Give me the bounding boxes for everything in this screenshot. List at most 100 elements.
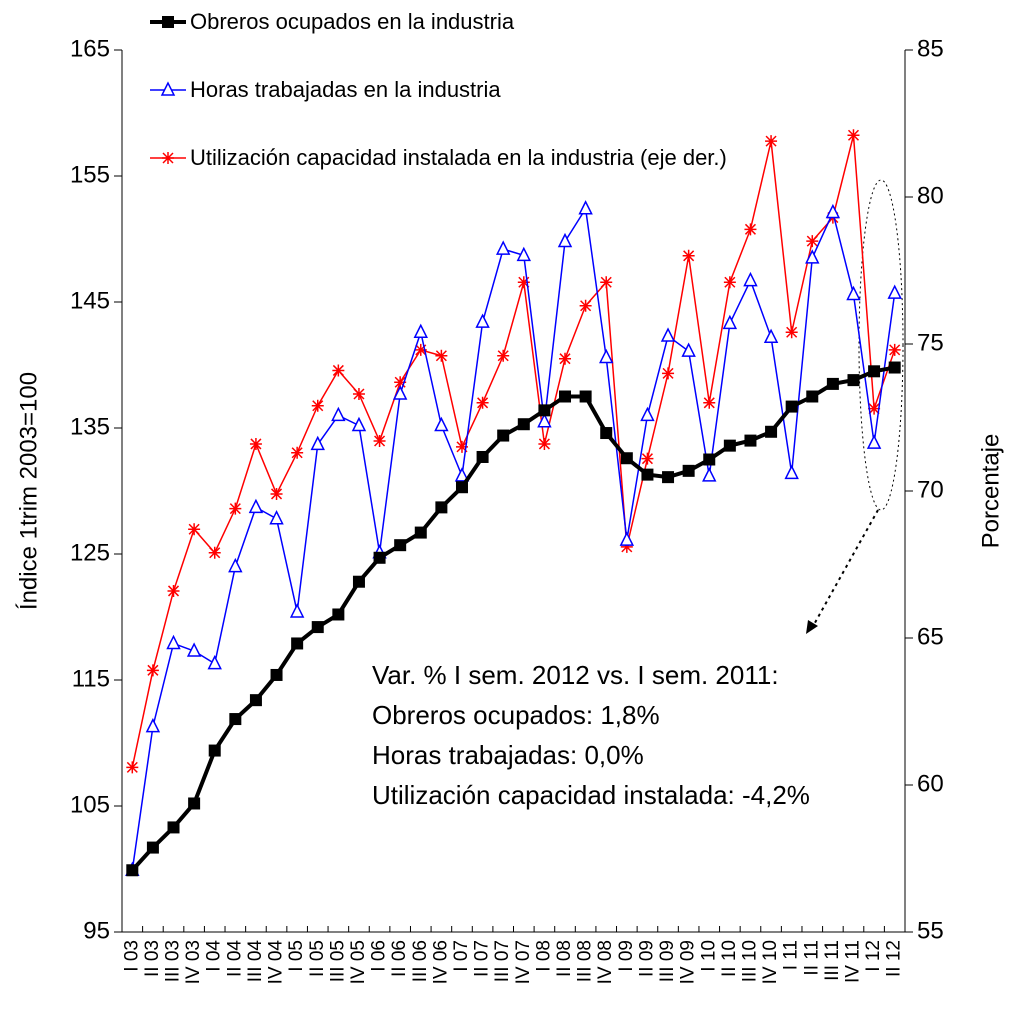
series-line bbox=[131, 135, 896, 768]
x-tick-label: II 08 bbox=[554, 940, 575, 977]
y-tick-label: 115 bbox=[72, 665, 110, 692]
x-tick-label: I 10 bbox=[698, 940, 719, 972]
marker bbox=[579, 390, 592, 403]
marker bbox=[351, 416, 367, 432]
marker bbox=[662, 367, 675, 380]
marker bbox=[289, 603, 305, 618]
arrow-head bbox=[806, 620, 818, 634]
x-tick-label: II 07 bbox=[472, 940, 493, 977]
marker bbox=[702, 467, 717, 482]
y2-tick-label: 75 bbox=[917, 329, 944, 356]
annotation: Obreros ocupados: 1,8% bbox=[372, 700, 660, 730]
marker bbox=[475, 313, 490, 328]
marker bbox=[743, 271, 758, 287]
y2-tick-label: 85 bbox=[917, 35, 944, 62]
x-tick-label: I 07 bbox=[451, 940, 472, 972]
marker bbox=[785, 400, 798, 413]
marker bbox=[744, 223, 757, 236]
marker bbox=[455, 481, 468, 494]
marker bbox=[167, 584, 180, 597]
legend-entry: Obreros ocupados en la industria bbox=[190, 9, 515, 34]
legend-entry: Utilización capacidad instalada en la in… bbox=[190, 145, 727, 170]
x-tick-label: III 07 bbox=[492, 940, 513, 982]
x-tick-label: III 03 bbox=[163, 940, 184, 982]
marker bbox=[784, 464, 799, 480]
marker bbox=[207, 654, 222, 670]
marker bbox=[763, 328, 779, 344]
marker bbox=[599, 348, 614, 364]
marker bbox=[476, 450, 489, 463]
marker bbox=[662, 471, 675, 484]
marker bbox=[600, 427, 613, 440]
marker bbox=[188, 797, 201, 810]
marker bbox=[126, 864, 139, 877]
x-tick-label: I 08 bbox=[533, 940, 554, 972]
marker bbox=[310, 435, 325, 451]
arrow bbox=[811, 509, 879, 629]
marker bbox=[703, 396, 716, 409]
marker bbox=[146, 841, 159, 854]
annotation: Utilización capacidad instalada: -4,2% bbox=[372, 780, 810, 810]
x-tick-label: II 03 bbox=[142, 940, 163, 977]
marker bbox=[269, 510, 284, 525]
marker bbox=[394, 376, 407, 389]
marker bbox=[311, 621, 324, 634]
marker bbox=[660, 327, 676, 342]
x-tick-label: I 09 bbox=[616, 940, 637, 972]
marker bbox=[888, 343, 901, 356]
x-tick-label: IV 06 bbox=[430, 940, 451, 984]
marker bbox=[765, 135, 778, 148]
marker bbox=[868, 402, 881, 415]
marker bbox=[476, 396, 489, 409]
marker bbox=[846, 285, 861, 301]
x-tick-label: III 09 bbox=[657, 940, 678, 982]
marker bbox=[331, 406, 346, 422]
y2-tick-label: 80 bbox=[917, 182, 944, 209]
marker bbox=[249, 437, 262, 450]
marker bbox=[681, 342, 696, 357]
marker bbox=[497, 349, 510, 362]
y-tick-label: 155 bbox=[70, 161, 110, 188]
marker bbox=[162, 16, 174, 28]
marker bbox=[435, 349, 448, 362]
marker bbox=[517, 418, 530, 431]
x-tick-label: II 05 bbox=[307, 940, 328, 977]
x-tick-label: I 12 bbox=[863, 940, 884, 972]
marker bbox=[578, 200, 593, 215]
marker bbox=[641, 468, 654, 481]
marker bbox=[620, 452, 633, 465]
marker bbox=[868, 365, 881, 378]
x-tick-label: II 06 bbox=[389, 940, 410, 977]
marker bbox=[270, 487, 283, 500]
marker bbox=[146, 664, 159, 677]
x-tick-label: IV 03 bbox=[183, 940, 204, 984]
series bbox=[126, 361, 901, 877]
marker bbox=[188, 523, 201, 536]
marker bbox=[495, 240, 511, 255]
marker bbox=[600, 276, 613, 289]
marker bbox=[414, 343, 427, 356]
marker bbox=[126, 761, 139, 774]
marker bbox=[160, 81, 176, 96]
marker bbox=[311, 399, 324, 412]
x-tick-label: II 10 bbox=[719, 940, 740, 977]
marker bbox=[847, 374, 860, 387]
x-tick-label: I 04 bbox=[204, 940, 225, 972]
marker bbox=[497, 429, 510, 442]
y-tick-label: 95 bbox=[83, 917, 110, 944]
x-tick-label: I 06 bbox=[369, 940, 390, 972]
marker bbox=[887, 284, 902, 299]
x-tick-label: IV 08 bbox=[595, 940, 616, 984]
y2-axis-label: Porcentaje bbox=[977, 434, 1004, 549]
marker bbox=[373, 551, 386, 564]
marker bbox=[806, 390, 819, 403]
marker bbox=[249, 694, 262, 707]
marker bbox=[888, 361, 901, 374]
marker bbox=[145, 717, 161, 733]
x-tick-label: III 11 bbox=[822, 940, 843, 981]
marker bbox=[579, 299, 592, 312]
marker bbox=[847, 129, 860, 142]
marker bbox=[682, 464, 695, 477]
marker bbox=[291, 637, 304, 650]
marker bbox=[270, 668, 283, 681]
